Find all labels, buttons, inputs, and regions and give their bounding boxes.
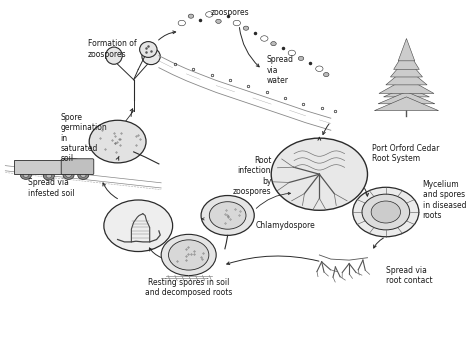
Circle shape bbox=[188, 14, 194, 18]
Circle shape bbox=[168, 240, 209, 270]
Circle shape bbox=[243, 26, 249, 30]
Polygon shape bbox=[386, 68, 427, 85]
Circle shape bbox=[210, 202, 246, 229]
Circle shape bbox=[206, 12, 213, 17]
Circle shape bbox=[371, 201, 401, 223]
Text: Spread
via
water: Spread via water bbox=[266, 55, 293, 85]
Text: Spread via
root contact: Spread via root contact bbox=[386, 266, 432, 285]
Polygon shape bbox=[398, 39, 415, 61]
Circle shape bbox=[271, 138, 367, 210]
Text: zoospores: zoospores bbox=[210, 8, 249, 17]
Circle shape bbox=[63, 171, 74, 179]
Text: Resting spores in soil
and decomposed roots: Resting spores in soil and decomposed ro… bbox=[145, 278, 232, 297]
Circle shape bbox=[288, 50, 295, 56]
Text: Chlamydospore: Chlamydospore bbox=[255, 221, 315, 230]
Circle shape bbox=[178, 20, 185, 26]
Circle shape bbox=[66, 173, 71, 177]
Ellipse shape bbox=[112, 122, 126, 135]
Circle shape bbox=[298, 56, 304, 60]
Ellipse shape bbox=[106, 47, 122, 64]
Text: Formation of
zoospores: Formation of zoospores bbox=[88, 39, 137, 59]
Circle shape bbox=[78, 171, 89, 179]
Circle shape bbox=[323, 72, 329, 77]
Text: Spread via
infested soil: Spread via infested soil bbox=[28, 178, 75, 198]
FancyBboxPatch shape bbox=[61, 159, 94, 175]
Ellipse shape bbox=[140, 42, 157, 57]
Text: Mycelium
and spores
in diseased
roots: Mycelium and spores in diseased roots bbox=[422, 180, 466, 220]
Circle shape bbox=[89, 120, 146, 163]
Bar bbox=[14, 160, 70, 174]
Circle shape bbox=[23, 173, 28, 177]
Polygon shape bbox=[379, 78, 434, 93]
Ellipse shape bbox=[142, 48, 160, 65]
Circle shape bbox=[362, 194, 410, 230]
Text: Port Orford Cedar
Root System: Port Orford Cedar Root System bbox=[372, 144, 439, 163]
Polygon shape bbox=[374, 97, 438, 111]
Circle shape bbox=[271, 42, 276, 46]
Circle shape bbox=[43, 172, 55, 180]
Circle shape bbox=[46, 174, 52, 178]
Circle shape bbox=[316, 66, 323, 71]
Circle shape bbox=[81, 173, 86, 177]
Text: Spore
germination
in
saturated
soil: Spore germination in saturated soil bbox=[60, 113, 107, 164]
Polygon shape bbox=[391, 58, 422, 77]
Circle shape bbox=[104, 200, 173, 252]
Circle shape bbox=[353, 187, 419, 237]
Circle shape bbox=[216, 19, 221, 23]
Circle shape bbox=[20, 171, 31, 179]
Polygon shape bbox=[378, 92, 435, 104]
Polygon shape bbox=[383, 87, 429, 97]
Circle shape bbox=[261, 36, 268, 41]
Circle shape bbox=[161, 234, 216, 276]
Circle shape bbox=[233, 20, 240, 26]
Circle shape bbox=[201, 196, 254, 235]
Text: Root
infection
by
zoospores: Root infection by zoospores bbox=[233, 156, 271, 196]
Polygon shape bbox=[393, 49, 419, 69]
